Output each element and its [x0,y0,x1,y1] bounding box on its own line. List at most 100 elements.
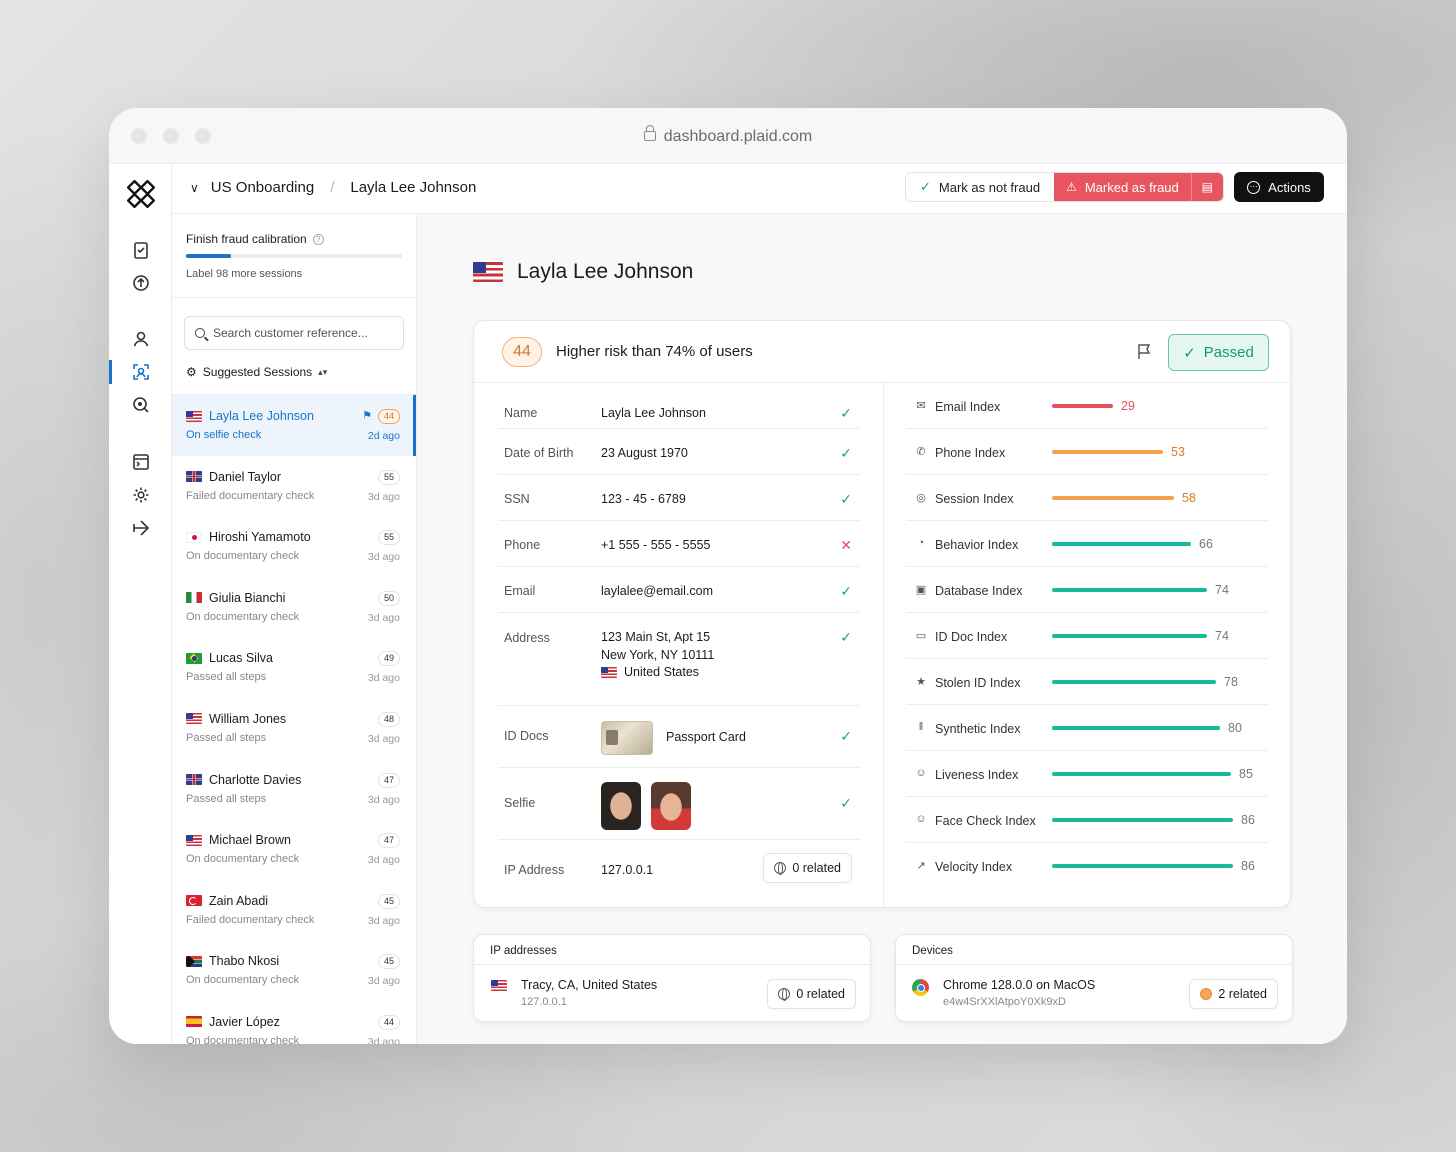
maximize-window-dot[interactable] [195,128,211,144]
actions-button[interactable]: ⋯ Actions [1234,172,1324,202]
devices-card: Devices Chrome 128.0.0 on MacOS e4w4SrXX… [895,934,1293,1022]
fraud-calibration[interactable]: Finish fraud calibration ? Label 98 more… [172,214,416,298]
flag-icon[interactable] [1136,343,1154,361]
minimize-window-dot[interactable] [163,128,179,144]
session-status: On documentary check [186,853,300,866]
ip-card-related-button[interactable]: 0 related [767,979,856,1009]
browser-window: dashboard.plaid.com ∨ US Onboarding / La… [109,108,1347,1044]
arrow-up-right-icon: ↗ [916,860,926,872]
session-item[interactable]: Thabo Nkosi On documentary check 45 3d ago [172,940,416,1001]
marked-fraud-button[interactable]: ⚠ Marked as fraud [1054,173,1191,201]
help-icon[interactable]: ? [312,233,324,245]
gear-icon[interactable] [131,485,151,505]
active-nav-indicator [109,360,112,384]
session-item[interactable]: Hiroshi Yamamoto On documentary check 55 3d… [172,516,416,577]
session-item[interactable]: Charlotte Davies Passed all steps 47 3d ago [172,759,416,820]
session-item[interactable]: Daniel Taylor Failed documentary check 55 3… [172,456,416,517]
index-row[interactable]: ★ Stolen ID Index 78 [906,659,1268,705]
field-row-email: Email laylalee@email.com ✓ [498,567,860,613]
chrome-icon [912,979,929,996]
session-item[interactable]: Lucas Silva Passed all steps 49 3d ago [172,637,416,698]
session-name: Zain Abadi [186,894,402,908]
session-item[interactable]: Michael Brown On documentary check 47 3d ag… [172,819,416,880]
session-name: Thabo Nkosi [186,954,402,968]
session-name-text: Charlotte Davies [209,772,302,787]
session-item[interactable]: Javier López On documentary check 44 3d ago [172,1001,416,1044]
integrations-arrow-icon[interactable] [131,518,151,538]
fraud-details-button[interactable]: ▤ [1190,173,1223,201]
session-status: On documentary check [186,550,300,563]
index-row[interactable]: ◎ Session Index 58 [906,475,1268,521]
selfie-photo[interactable] [601,782,641,830]
index-row[interactable]: ✉ Email Index 29 [906,383,1268,429]
session-item[interactable]: Giulia Bianchi On documentary check 50 3d a… [172,577,416,638]
search-eye-icon[interactable] [131,395,151,415]
globe-icon [774,862,787,875]
index-row[interactable]: ▣ Database Index 74 [906,567,1268,613]
session-time: 3d ago [367,914,400,927]
session-score-badge: 44 [378,409,400,424]
index-row[interactable]: ◔ Behavior Index 66 [906,521,1268,567]
session-name: Michael Brown [186,833,402,847]
session-time: 2d ago [367,430,400,442]
plaid-logo-icon[interactable] [127,180,155,208]
search-icon [195,328,205,338]
reference-photo[interactable] [651,782,691,830]
status-badge[interactable]: ✓ Passed [1168,334,1269,371]
session-time: 3d ago [367,611,400,624]
id-card-icon: ▭ [915,630,927,642]
index-row[interactable]: ☺ Liveness Index 85 [906,751,1268,797]
mark-not-fraud-label: Mark as not fraud [938,179,1041,195]
session-status: Failed documentary check [186,913,315,926]
devices-related-label: 2 related [1218,987,1267,1001]
columns-icon: ‖ [918,721,924,733]
page-title-text: Layla Lee Johnson [517,260,694,283]
ip-related-label: 0 related [792,861,841,875]
mail-icon: ✉ [916,400,926,412]
session-item[interactable]: Zain Abadi Failed documentary check 45 3d a… [172,880,416,941]
terminal-icon[interactable] [131,452,151,472]
index-row[interactable]: ▭ ID Doc Index 74 [906,613,1268,659]
index-row[interactable]: ✆ Phone Index 53 [906,429,1268,475]
ip-related-button[interactable]: 0 related [763,853,852,883]
face-scan-icon[interactable] [131,362,151,382]
index-row[interactable]: ‖ Synthetic Index 80 [906,705,1268,751]
breadcrumb-parent[interactable]: US Onboarding [210,179,315,196]
us-flag-icon [186,410,202,422]
search-input[interactable]: Search customer reference... [184,316,404,350]
globe-icon: ◎ [916,492,926,504]
field-label: Selfie [504,796,536,810]
session-time: 3d ago [367,975,400,988]
index-row[interactable]: ↗ Velocity Index 86 [906,843,1268,889]
check-icon: ✓ [840,445,852,461]
id-doc-value[interactable]: Passport Card [601,721,801,755]
session-name-text: Thabo Nkosi [209,954,280,969]
session-name: Layla Lee Johnson [186,409,402,423]
devices-related-button[interactable]: 2 related [1189,979,1278,1009]
field-row-ip: IP Address 127.0.0.1 0 related [498,840,860,906]
chevron-down-icon[interactable]: ∨ [190,180,199,195]
session-time: 3d ago [367,732,400,745]
id-document-thumbnail[interactable] [601,721,653,755]
close-window-dot[interactable] [131,128,147,144]
session-name-text: Zain Abadi [209,893,269,908]
clipboard-check-icon[interactable] [131,240,151,260]
session-item[interactable]: Layla Lee Johnson On selfie check ⚑ 44 2d ag… [172,395,416,456]
session-time: 3d ago [367,1035,400,1044]
session-item[interactable]: William Jones Passed all steps 48 3d ago [172,698,416,759]
user-icon[interactable] [131,329,151,349]
index-value: 66 [1199,537,1213,551]
session-score-badge: 45 [378,893,400,909]
es-flag-icon [186,1016,202,1028]
suggested-sessions-dropdown[interactable]: ⚙ Suggested Sessions ▴▾ [186,364,402,380]
check-icon: ✓ [920,179,931,194]
session-status: Failed documentary check [186,489,315,502]
mark-not-fraud-button[interactable]: ✓ Mark as not fraud [906,173,1055,201]
address-bar[interactable]: dashboard.plaid.com [109,125,1347,146]
index-row[interactable]: ☺ Face Check Index 86 [906,797,1268,843]
browser-titlebar: dashboard.plaid.com [109,108,1347,164]
session-status: Passed all steps [186,671,267,684]
session-time: 3d ago [367,672,400,685]
upload-circle-icon[interactable] [131,273,151,293]
index-value: 29 [1121,399,1135,413]
